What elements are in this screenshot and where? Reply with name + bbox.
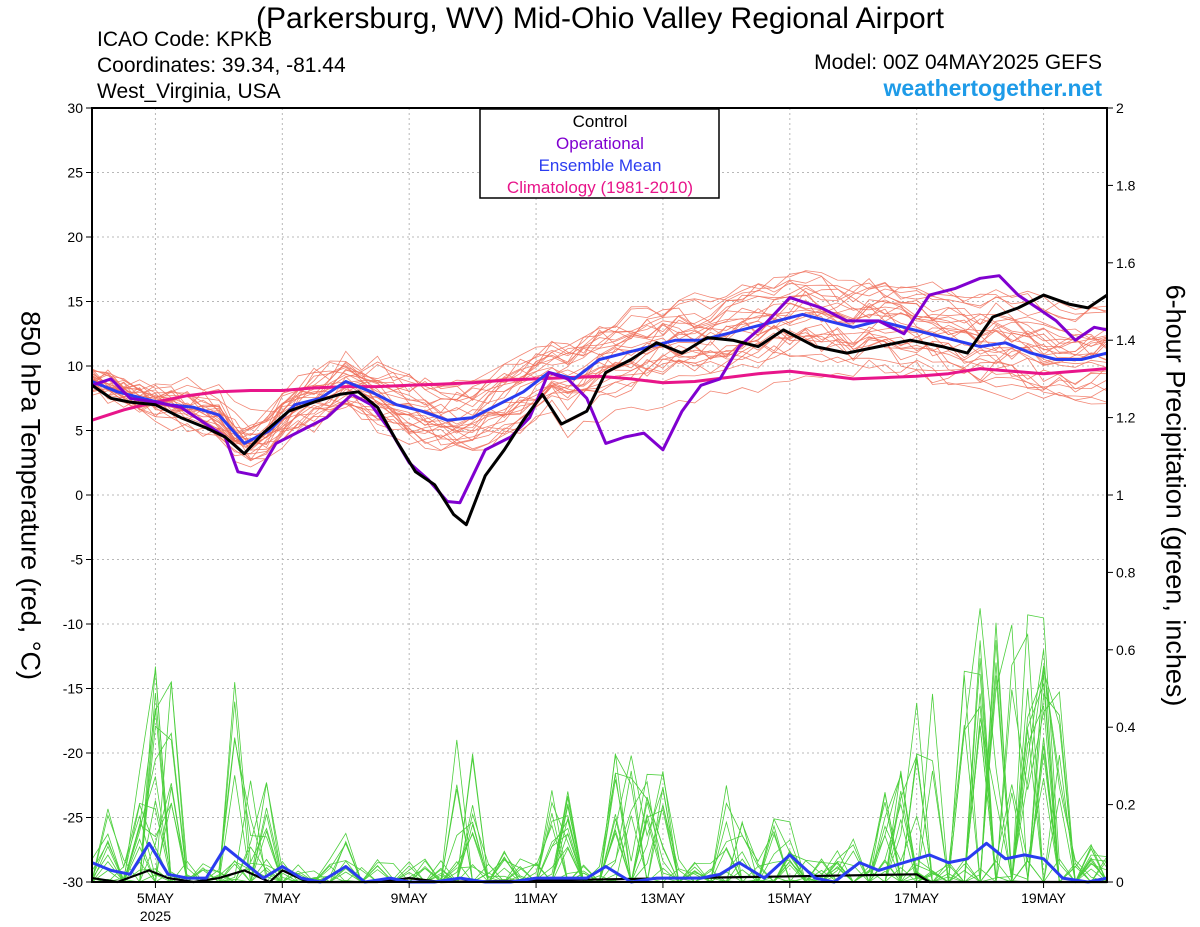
axis-ticks: 302520151050-5-10-15-20-25-3021.81.61.41… [63, 100, 1136, 924]
y-tick-label-left: -15 [63, 681, 83, 697]
y-tick-label-right: 0 [1116, 874, 1124, 890]
temp-member-line [91, 309, 1108, 451]
precip-member-line [91, 680, 1108, 883]
y-tick-label-right: 0.8 [1116, 564, 1136, 580]
y-tick-label-left: -25 [63, 810, 83, 826]
x-tick-label: 5MAY [137, 890, 175, 906]
precip-member-line [92, 683, 1108, 883]
temp-member-line [91, 328, 1108, 461]
temp-operational-line [91, 274, 1108, 505]
y-tick-label-left: -30 [63, 874, 83, 890]
legend: Control Operational Ensemble Mean Climatolo… [479, 108, 720, 199]
y-tick-label-left: 0 [75, 487, 83, 503]
temp-member-line [91, 329, 1108, 468]
y-tick-label-left: -20 [63, 745, 83, 761]
grid-lines [92, 108, 1107, 882]
x-tick-label: 15MAY [767, 890, 813, 906]
temp-member-line [91, 275, 1108, 431]
precip-member-line [91, 675, 1108, 884]
y-tick-label-left: 30 [67, 100, 83, 116]
temp-member-lines [91, 270, 1108, 468]
temp-member-line [91, 351, 1108, 460]
temp-member-line [91, 324, 1108, 461]
temp-member-line [91, 285, 1108, 443]
x-tick-label: 11MAY [514, 890, 558, 906]
legend-entry: Ensemble Mean [539, 156, 662, 175]
y-tick-label-right: 0.2 [1116, 797, 1136, 813]
region: West_Virginia, USA [97, 80, 281, 103]
precip-member-line [92, 665, 1107, 883]
y-tick-label-left: 25 [67, 165, 83, 181]
coordinates: Coordinates: 39.34, -81.44 [97, 54, 346, 77]
y-tick-label-right: 0.4 [1116, 719, 1136, 735]
temp-member-line [91, 270, 1108, 440]
site-link[interactable]: weathertogether.net [883, 75, 1102, 101]
temp-member-line [91, 271, 1108, 414]
y-tick-label-left: 5 [75, 423, 83, 439]
precip-member-line [91, 681, 1108, 883]
y-tick-label-right: 1.4 [1116, 332, 1136, 348]
precip-control-line [91, 869, 1107, 884]
y-tick-label-right: 0.6 [1116, 642, 1136, 658]
legend-entry: Climatology (1981-2010) [507, 178, 693, 197]
y-tick-label-left: 15 [67, 294, 83, 310]
y-tick-label-right: 2 [1116, 100, 1124, 116]
precip-member-line [92, 674, 1108, 883]
y-tick-label-left: -10 [63, 616, 83, 632]
x-tick-label: 13MAY [641, 890, 687, 906]
y-tick-label-right: 1.2 [1116, 410, 1136, 426]
y-tick-label-left: 20 [67, 229, 83, 245]
icao-code: ICAO Code: KPKB [97, 28, 273, 51]
model-run: Model: 00Z 04MAY2025 GEFS [814, 51, 1102, 74]
precip-member-line [91, 640, 1108, 884]
y-tick-label-right: 1.6 [1116, 255, 1136, 271]
precip-member-line [92, 633, 1107, 883]
precip-ensemble-mean-line [91, 841, 1108, 884]
precip-member-lines [91, 608, 1108, 884]
temp-member-line [91, 328, 1108, 442]
temp-member-line [91, 294, 1108, 433]
precip-member-line [92, 649, 1108, 884]
chart-title: (Parkersburg, WV) Mid-Ohio Valley Region… [255, 2, 945, 35]
precip-member-line [91, 622, 1108, 884]
x-tick-label: 7MAY [264, 890, 302, 906]
temp-climatology-line [91, 367, 1108, 422]
y-tick-label-left: -5 [71, 552, 84, 568]
temp-member-line [91, 280, 1108, 451]
x-tick-label: 17MAY [894, 890, 940, 906]
legend-box [479, 108, 720, 199]
x-tick-label: 9MAY [391, 890, 429, 906]
x-tick-label: 19MAY [1021, 890, 1067, 906]
temp-control-line [91, 293, 1108, 527]
legend-entry: Operational [556, 134, 644, 153]
precip-member-line [91, 624, 1108, 883]
series-lines [91, 274, 1108, 884]
temp-member-line [91, 287, 1108, 435]
precip-member-line [91, 662, 1108, 883]
legend-entry: Control [573, 112, 628, 131]
plot-frame [91, 107, 1108, 883]
precip-member-line [91, 658, 1108, 883]
x-tick-sublabel: 2025 [140, 908, 171, 924]
y-tick-label-left: 10 [67, 358, 83, 374]
temp-member-line [91, 325, 1108, 445]
precip-member-line [91, 670, 1108, 883]
y-tick-label-right: 1 [1116, 487, 1124, 503]
y-tick-label-right: 1.8 [1116, 177, 1136, 193]
